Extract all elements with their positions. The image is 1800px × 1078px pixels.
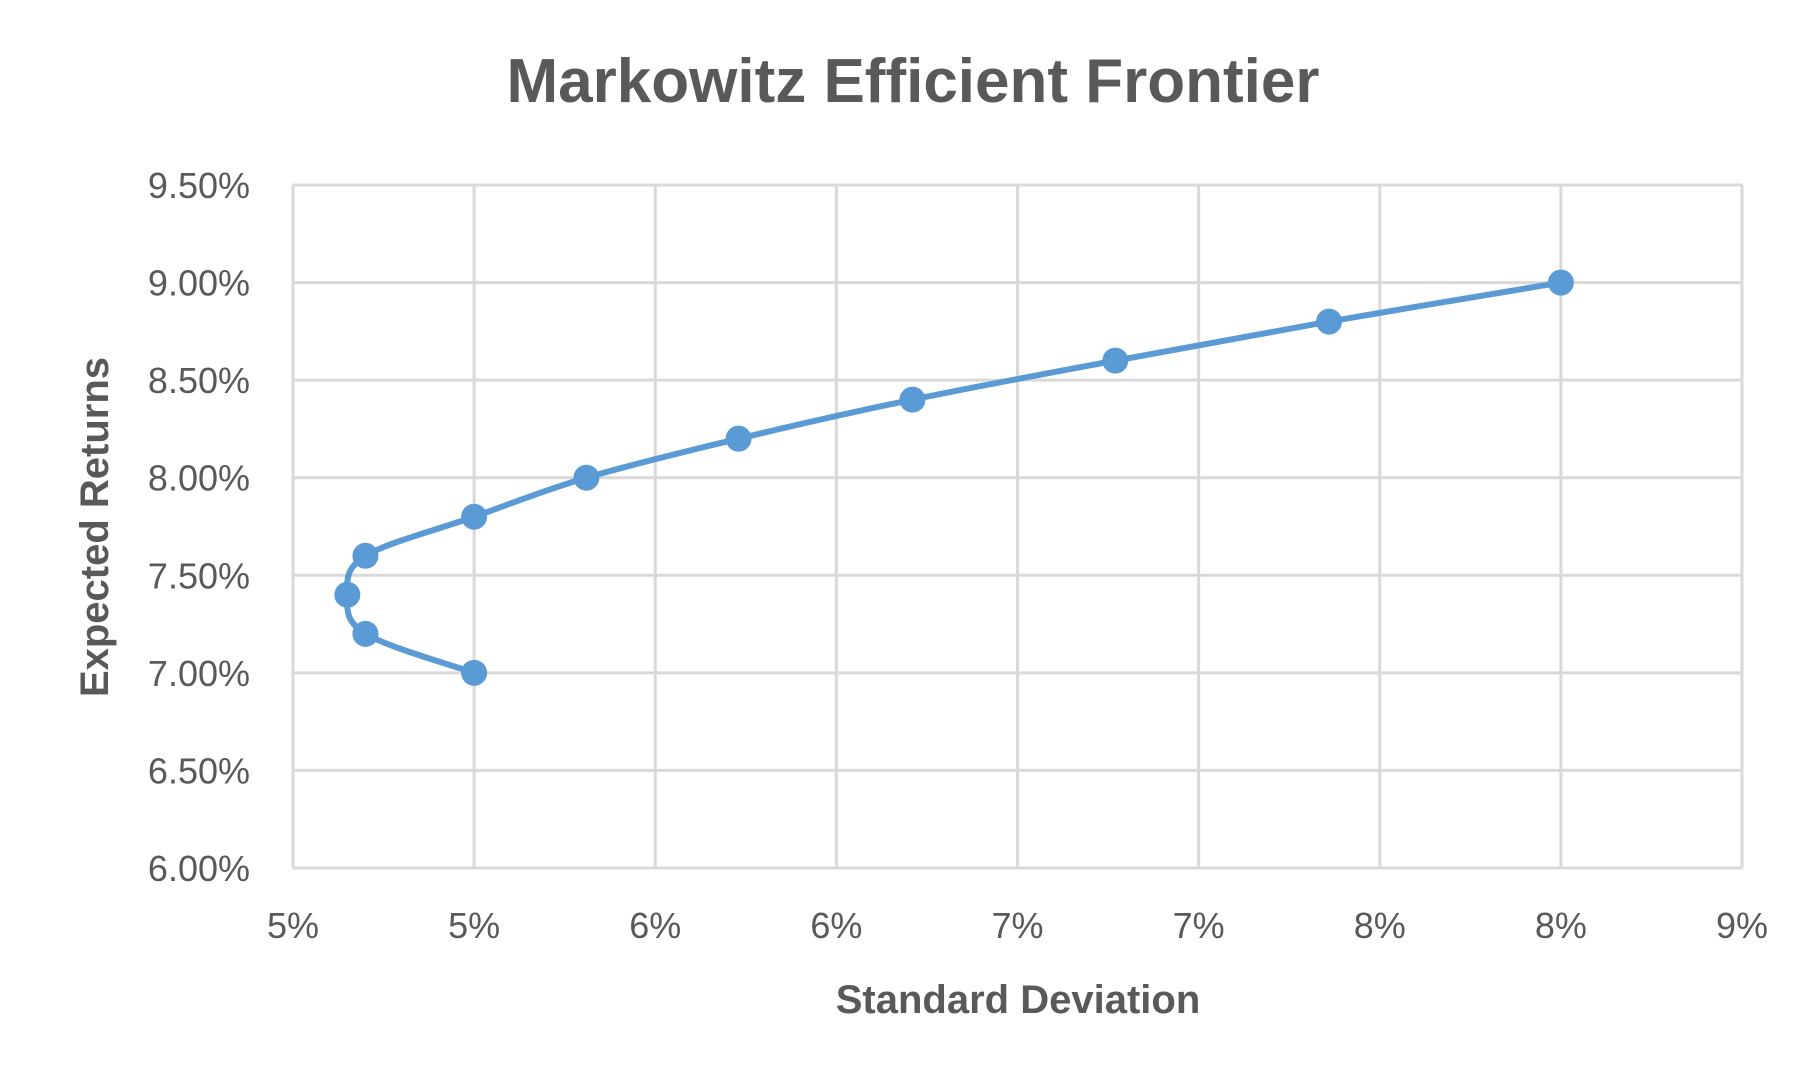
y-tick-label: 9.50% [148, 165, 250, 206]
y-tick-label: 6.50% [148, 750, 250, 791]
x-tick-label: 9% [1716, 905, 1768, 946]
frontier-point [461, 659, 488, 686]
frontier-point [1316, 308, 1343, 335]
y-tick-label: 6.00% [148, 848, 250, 889]
y-axis-title: Expected Returns [73, 357, 117, 697]
tick-labels: 5% 5% 6% 6% 7% 7% 8% 8% 9% 6.00% 6.50% 7.00% 7.50% 8.… [148, 165, 1768, 946]
y-tick-label: 7.00% [148, 653, 250, 694]
x-tick-label: 8% [1535, 905, 1587, 946]
chart-title: Markowitz Efficient Frontier [507, 47, 1320, 116]
frontier-point [352, 542, 379, 569]
frontier-point [334, 581, 361, 608]
frontier-point [352, 620, 379, 647]
frontier-point [899, 386, 926, 413]
frontier-point [1547, 269, 1574, 296]
y-tick-label: 8.50% [148, 360, 250, 401]
x-tick-label: 8% [1354, 905, 1406, 946]
y-tick-label: 8.00% [148, 458, 250, 499]
y-tick-label: 9.00% [148, 263, 250, 304]
series-layer [334, 269, 1574, 686]
x-tick-label: 6% [629, 905, 681, 946]
frontier-point [1102, 347, 1129, 374]
x-tick-label: 5% [448, 905, 500, 946]
x-tick-label: 7% [1173, 905, 1225, 946]
frontier-point [461, 503, 488, 530]
x-tick-label: 6% [810, 905, 862, 946]
frontier-point [725, 425, 752, 452]
x-tick-label: 5% [267, 905, 319, 946]
y-tick-label: 7.50% [148, 555, 250, 596]
x-tick-label: 7% [991, 905, 1043, 946]
frontier-point [573, 464, 600, 491]
x-axis-title: Standard Deviation [836, 978, 1201, 1022]
